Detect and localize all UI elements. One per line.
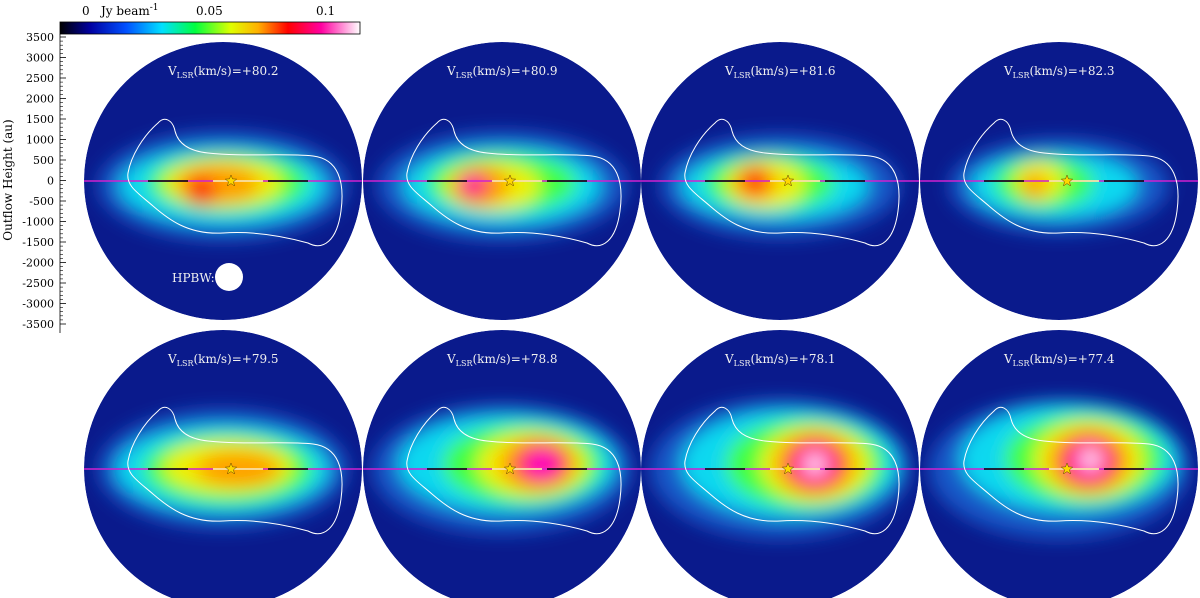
y-tick-label: 1500 — [26, 113, 54, 126]
y-axis: Outflow Height (au) 3500 3000 2500 2000 1500… — [1, 31, 66, 333]
emission-map — [377, 131, 627, 241]
channel-panels: VLSR(km/s)=+80.2 HPBW: VLSR(km/s)=+80.9 VLS… — [84, 42, 1198, 598]
colorbar-tick-1: 0.05 — [196, 4, 223, 18]
outflow-contour — [127, 118, 343, 247]
outflow-contour — [684, 118, 900, 247]
emission-map — [98, 409, 348, 529]
channel-panel: VLSR(km/s)=+80.9 — [363, 42, 641, 320]
outflow-contour — [406, 406, 622, 535]
panel-velocity-label: VLSR(km/s)=+79.5 — [167, 352, 279, 368]
y-tick-label: 1000 — [26, 134, 54, 147]
channel-panel: VLSR(km/s)=+77.4 — [920, 330, 1198, 598]
channel-panel: VLSR(km/s)=+81.6 — [641, 42, 919, 320]
emission-map — [660, 134, 900, 238]
y-tick-label: 500 — [33, 154, 54, 167]
y-tick-label: 3500 — [26, 31, 54, 44]
panel-velocity-label: VLSR(km/s)=+82.3 — [1003, 64, 1115, 80]
emission-map — [949, 138, 1169, 234]
protostar-icon — [224, 462, 238, 475]
channel-panel: VLSR(km/s)=+82.3 — [920, 42, 1198, 320]
protostar-icon — [1060, 174, 1074, 187]
outflow-contour — [963, 406, 1179, 535]
protostar-icon — [781, 174, 795, 187]
y-tick-label: 3000 — [26, 52, 54, 65]
channel-panel: VLSR(km/s)=+79.5 — [84, 330, 362, 598]
y-tick-label: -500 — [29, 195, 54, 208]
y-tick-label: -2500 — [22, 277, 54, 290]
y-tick-label: -3500 — [22, 318, 54, 331]
outflow-contour — [127, 406, 343, 535]
channel-panel: VLSR(km/s)=+80.2 HPBW: — [84, 42, 362, 320]
y-tick-label: -1000 — [22, 216, 54, 229]
colorbar-unit: Jy beam-1 — [99, 3, 159, 18]
protostar-icon — [503, 174, 517, 187]
y-tick-label: -2000 — [22, 257, 54, 270]
y-tick-label: 2500 — [26, 72, 54, 85]
colorbar: 0 Jy beam-1 0.05 0.1 — [59, 3, 361, 35]
beam-ellipse — [215, 263, 243, 291]
y-tick-label: 0 — [47, 175, 54, 188]
panel-velocity-label: VLSR(km/s)=+80.9 — [446, 64, 558, 80]
colorbar-gradient — [59, 21, 361, 35]
colorbar-tick-0: 0 — [82, 4, 90, 18]
panel-velocity-label: VLSR(km/s)=+77.4 — [1003, 352, 1115, 368]
protostar-icon — [1060, 462, 1074, 475]
channel-panel: VLSR(km/s)=+78.1 — [641, 330, 919, 598]
channel-panel: VLSR(km/s)=+78.8 — [363, 330, 641, 598]
y-tick-label: -1500 — [22, 236, 54, 249]
protostar-icon — [224, 174, 238, 187]
outflow-contour — [406, 118, 622, 247]
panel-velocity-label: VLSR(km/s)=+78.8 — [446, 352, 558, 368]
emission-map — [929, 399, 1189, 539]
beam-label: HPBW: — [172, 271, 215, 285]
y-tick-label: 2000 — [26, 93, 54, 106]
colorbar-tick-2: 0.1 — [316, 4, 335, 18]
protostar-icon — [781, 462, 795, 475]
panel-velocity-label: VLSR(km/s)=+81.6 — [724, 64, 836, 80]
outflow-contour — [684, 406, 900, 535]
panel-velocity-label: VLSR(km/s)=+78.1 — [724, 352, 836, 368]
outflow-contour — [963, 118, 1179, 247]
y-axis-label: Outflow Height (au) — [1, 119, 15, 240]
protostar-icon — [503, 462, 517, 475]
y-tick-label: -3000 — [22, 298, 54, 311]
panel-velocity-label: VLSR(km/s)=+80.2 — [167, 64, 279, 80]
emission-map — [98, 131, 348, 241]
